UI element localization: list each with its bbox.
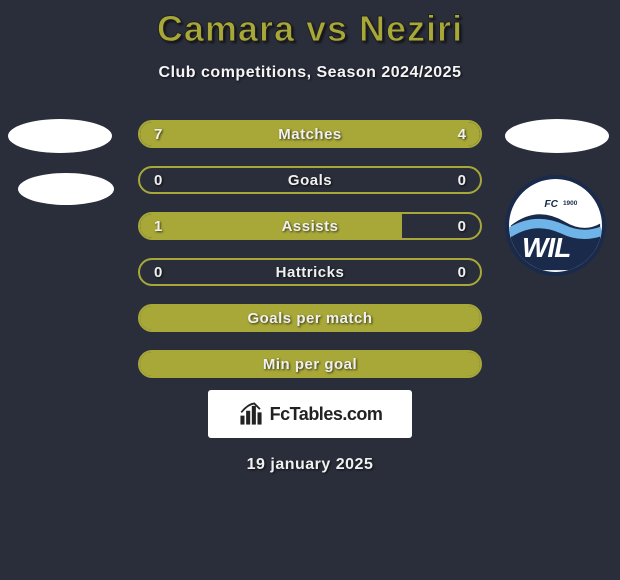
stats-area: 7 4 Matches 0 0 Goals 1 0 Assists 0 0 Hattricks Goal… [0,120,620,378]
stat-row: Min per goal [138,350,482,378]
source-text: FcTables.com [270,404,383,425]
stat-label: Assists [282,218,339,235]
stat-row: 7 4 Matches [138,120,482,148]
source-banner: FcTables.com [208,390,412,438]
stat-value-right: 0 [458,264,466,281]
stat-label: Min per goal [263,356,357,373]
stat-label: Hattricks [276,264,345,281]
stat-value-right: 0 [458,218,466,235]
stat-value-left: 7 [154,126,162,143]
fctables-icon [238,401,264,427]
page-title: Camara vs Neziri [157,8,463,50]
stat-value-right: 4 [458,126,466,143]
stat-row: 0 0 Hattricks [138,258,482,286]
stat-row: 0 0 Goals [138,166,482,194]
stat-label: Goals per match [247,310,372,327]
stat-fill-left [140,214,402,238]
stat-value-right: 0 [458,172,466,189]
stat-value-left: 1 [154,218,162,235]
subtitle: Club competitions, Season 2024/2025 [159,64,462,82]
stat-row: 1 0 Assists [138,212,482,240]
comparison-card: Camara vs Neziri Club competitions, Seas… [0,0,620,580]
stat-label: Goals [288,172,332,189]
date-text: 19 january 2025 [247,456,374,474]
stat-value-left: 0 [154,172,162,189]
stat-value-left: 0 [154,264,162,281]
stat-row: Goals per match [138,304,482,332]
stat-rows: 7 4 Matches 0 0 Goals 1 0 Assists 0 0 Hattricks Goal… [138,120,482,378]
stat-label: Matches [278,126,342,143]
